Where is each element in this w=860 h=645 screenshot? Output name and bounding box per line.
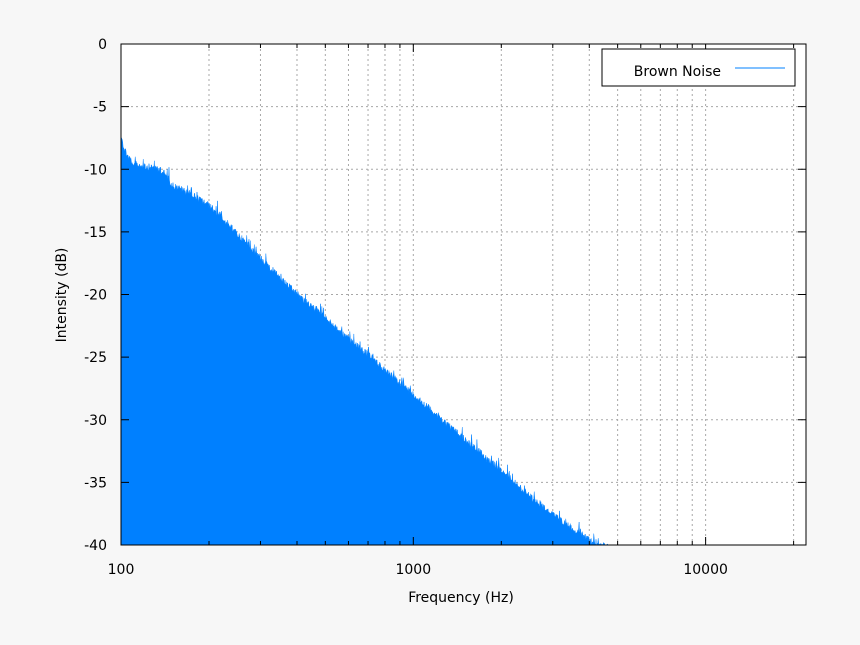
legend-label: Brown Noise bbox=[634, 64, 721, 80]
y-tick-label: -10 bbox=[84, 162, 107, 178]
x-tick-label: 1000 bbox=[395, 562, 431, 578]
x-tick-label: 100 bbox=[108, 562, 135, 578]
x-tick-label: 10000 bbox=[683, 562, 728, 578]
y-tick-label: -5 bbox=[93, 100, 107, 116]
x-tick-labels: 100 1000 10000 bbox=[108, 562, 728, 578]
y-tick-label: 0 bbox=[98, 37, 107, 53]
legend: Brown Noise bbox=[601, 48, 796, 87]
y-tick-label: -25 bbox=[84, 350, 107, 366]
y-tick-label: -20 bbox=[84, 288, 107, 304]
y-tick-label: -30 bbox=[84, 413, 107, 429]
x-axis-label: Frequency (Hz) bbox=[408, 590, 514, 606]
y-tick-labels: 0 -5 -10 -15 -20 -25 -30 -35 -40 bbox=[84, 37, 107, 554]
y-tick-label: -35 bbox=[84, 475, 107, 491]
y-tick-label: -15 bbox=[84, 225, 107, 241]
y-axis-label: Intensity (dB) bbox=[54, 248, 70, 343]
series-brown-noise-area bbox=[120, 136, 610, 546]
y-tick-label: -40 bbox=[84, 538, 107, 554]
